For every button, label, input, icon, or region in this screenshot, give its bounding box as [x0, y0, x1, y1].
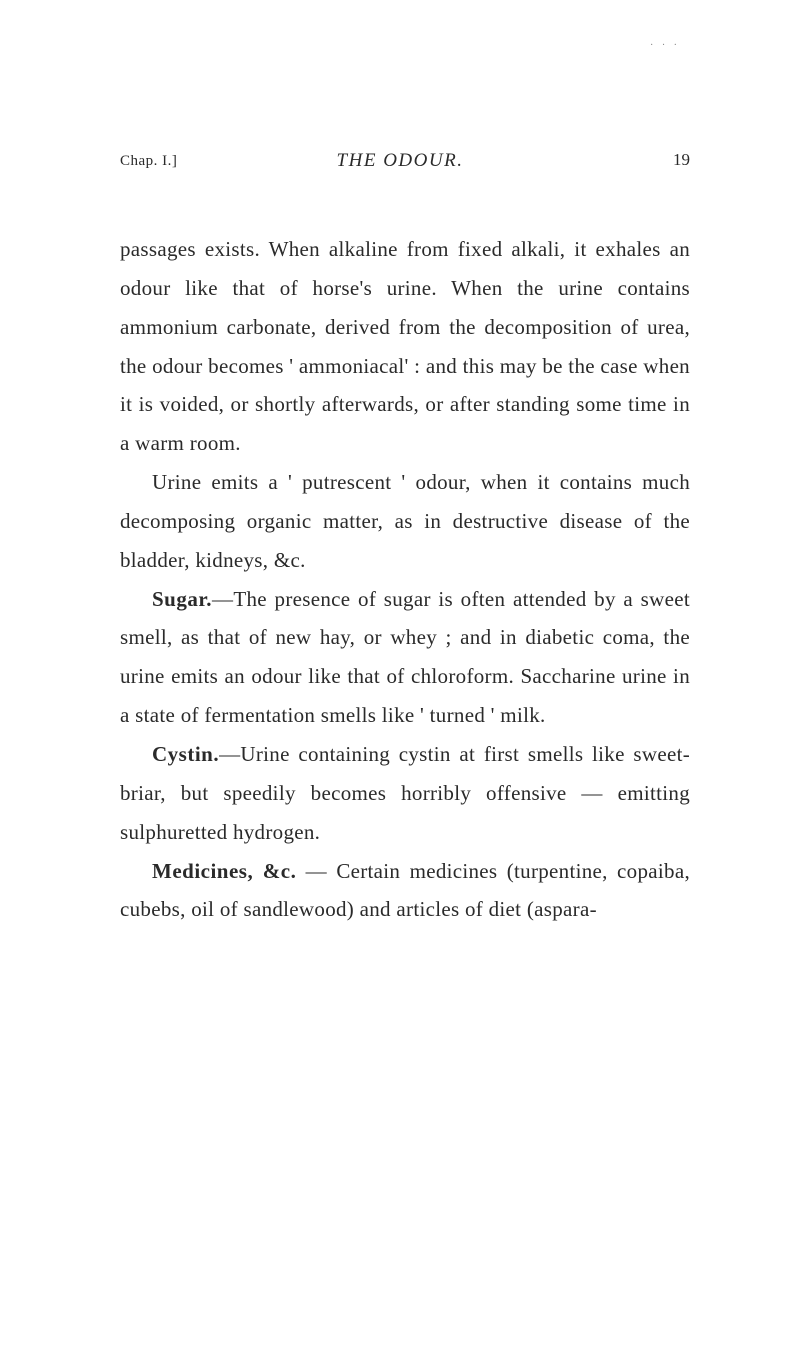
page-number: 19	[673, 150, 690, 170]
paragraph-4: Cystin.—Urine containing cystin at first…	[120, 735, 690, 852]
chapter-label: Chap. I.]	[120, 153, 177, 170]
section-label-sugar: Sugar.	[152, 587, 212, 611]
page-title: THE ODOUR.	[337, 150, 464, 172]
page-specks: · · ·	[650, 40, 680, 51]
paragraph-3: Sugar.—The presence of sugar is often at…	[120, 580, 690, 735]
paragraph-1: passages exists. When alkaline from fixe…	[120, 230, 690, 463]
section-label-medicines: Medicines, &c.	[152, 859, 296, 883]
section-label-cystin: Cystin.	[152, 742, 219, 766]
paragraph-2: Urine emits a ' putrescent ' odour, when…	[120, 463, 690, 580]
paragraph-5: Medicines, &c. — Certain medicines (turp…	[120, 852, 690, 930]
body-text: passages exists. When alkaline from fixe…	[120, 230, 690, 929]
page-header: Chap. I.] THE ODOUR. 19	[120, 150, 690, 170]
